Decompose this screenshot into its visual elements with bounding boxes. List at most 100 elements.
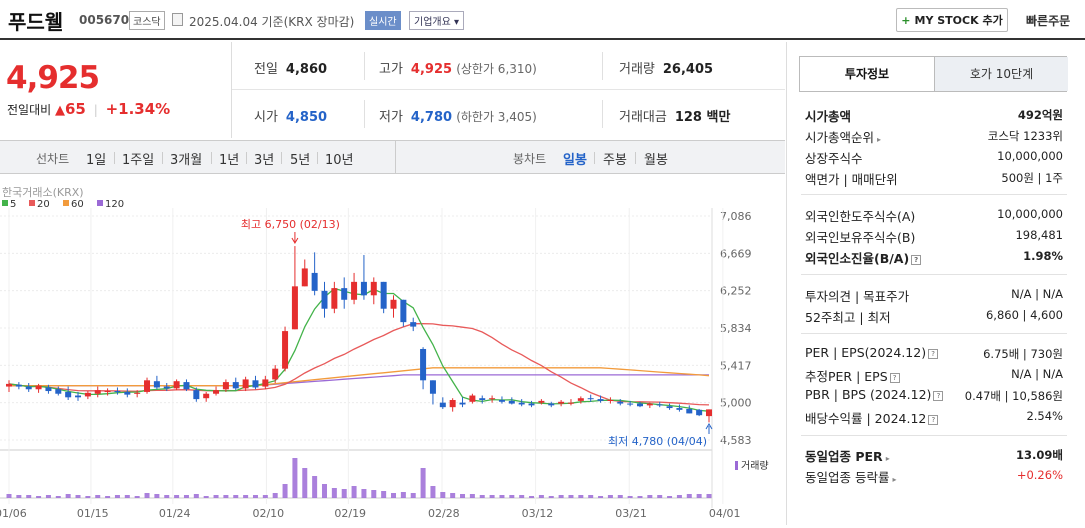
opinion-value: N/A | N/A <box>1011 287 1063 301</box>
add-mystock-button[interactable]: + MY STOCK 추가 <box>896 8 1008 32</box>
corp-overview-button[interactable]: 기업개요 ▾ <box>409 11 464 30</box>
period-1y[interactable]: 1년 <box>219 153 240 168</box>
industry-change-row: 동일업종 등락률 ▸ +0.26% <box>805 465 1063 485</box>
volume-bar <box>578 495 584 498</box>
volume-bar <box>430 486 436 498</box>
caret-right-icon[interactable]: ▸ <box>892 475 897 484</box>
candle-body <box>351 281 358 300</box>
foreign-hold-label: 외국인보유주식수(B) <box>805 230 916 245</box>
candle-body <box>686 408 693 414</box>
plus-icon: + <box>901 13 911 27</box>
document-icon[interactable] <box>172 13 183 26</box>
candle-body <box>528 403 535 406</box>
volume-bar <box>538 495 544 498</box>
candle-body <box>558 401 565 404</box>
prev-close-value: 4,860 <box>285 62 328 77</box>
divider <box>801 435 1067 436</box>
current-price-box: 4,925 전일대비 ▲65 | +1.34% <box>0 42 232 138</box>
industry-per-text: 동일업종 PER <box>805 449 883 464</box>
dividend-label: 배당수익률 | 2024.12? <box>805 408 939 427</box>
volume-bar <box>588 495 594 498</box>
est-per-row: 추정PER | EPS? N/A | N/A <box>805 364 1063 384</box>
chart-svg[interactable]: 한국거래소(KRX) 5 20 60 120 7,086 6,669 6,252 5,834… <box>0 178 785 525</box>
divider <box>364 100 365 128</box>
help-icon[interactable]: ? <box>911 254 922 265</box>
candle-body <box>400 299 407 323</box>
par-value-label: 액면가 | 매매단위 <box>805 172 898 187</box>
candle-daily[interactable]: 일봉 <box>563 153 587 168</box>
candle-body <box>311 272 318 291</box>
period-3m[interactable]: 3개월 <box>170 153 203 168</box>
listed-shares-row: 상장주식수 10,000,000 <box>805 146 1063 166</box>
lower-limit: (하한가 3,405) <box>456 110 537 124</box>
industry-change-value: +0.26% <box>1016 468 1063 482</box>
high-annotation: 최고 6,750 (02/13) <box>241 218 340 231</box>
foreign-ratio-text: 외국인소진율(B/A) <box>805 251 910 266</box>
candle-body <box>134 392 141 394</box>
quick-order-link[interactable]: 빠른주문 <box>1026 14 1071 28</box>
est-per-label: 추정PER | EPS? <box>805 366 900 385</box>
candle-body <box>282 331 289 369</box>
help-icon[interactable]: ? <box>928 414 939 425</box>
volume-bar <box>183 495 189 498</box>
industry-per-value: 13.09배 <box>1016 448 1063 462</box>
candle-body <box>617 401 624 404</box>
candle-body <box>232 382 239 389</box>
help-icon[interactable]: ? <box>889 372 900 383</box>
candle-weekly[interactable]: 주봉 <box>603 153 627 168</box>
candle-body <box>469 395 476 402</box>
low-label: 저가 <box>379 110 403 125</box>
candle-body <box>696 409 703 416</box>
period-3y[interactable]: 3년 <box>254 153 275 168</box>
volume-bar <box>469 494 475 498</box>
candle-body <box>390 299 397 309</box>
y-tick-label: 7,086 <box>720 210 752 223</box>
divider <box>594 152 595 164</box>
divider <box>635 152 636 164</box>
help-icon[interactable]: ? <box>928 348 939 359</box>
realtime-badge[interactable]: 실시간 <box>365 11 401 30</box>
volume-bar <box>420 468 426 498</box>
period-10y[interactable]: 10년 <box>325 153 354 168</box>
candle-body <box>94 390 101 394</box>
candle-body <box>144 380 151 392</box>
low-arrow-head <box>705 423 713 430</box>
ma-legend: 5 20 60 120 <box>2 199 124 210</box>
pbr-text: PBR | BPS (2024.12) <box>805 387 932 402</box>
caret-right-icon[interactable]: ▸ <box>877 135 882 144</box>
candle-body <box>656 404 663 406</box>
high-arrow-head <box>291 237 299 244</box>
help-icon[interactable]: ? <box>933 390 944 401</box>
foreign-limit-label: 외국인한도주식수(A) <box>805 209 916 224</box>
volume-bar <box>262 495 268 498</box>
volume-bar <box>252 495 258 498</box>
volume-bar <box>519 495 525 498</box>
chart-source-label: 한국거래소(KRX) <box>2 186 84 199</box>
volume-bar <box>302 468 308 498</box>
prev-close-label: 전일 <box>254 62 278 77</box>
period-5y[interactable]: 5년 <box>290 153 311 168</box>
volume-bar <box>381 491 387 498</box>
price-chart[interactable]: 한국거래소(KRX) 5 20 60 120 7,086 6,669 6,252 5,834… <box>0 178 785 525</box>
foreign-hold-row: 외국인보유주식수(B) 198,481 <box>805 225 1063 245</box>
volume-bar <box>124 495 130 498</box>
volume-bar <box>272 493 278 498</box>
candle-body <box>479 398 486 400</box>
candle-monthly[interactable]: 월봉 <box>644 153 668 168</box>
candle-body <box>213 390 220 394</box>
period-1d[interactable]: 1일 <box>86 153 107 168</box>
caret-right-icon[interactable]: ▸ <box>885 454 890 463</box>
period-1w[interactable]: 1주일 <box>122 153 155 168</box>
market-cap-row: 시가총액 492억원 <box>805 104 1063 124</box>
open-label: 시가 <box>254 110 278 125</box>
candle-body <box>252 380 259 388</box>
tab-quote-10[interactable]: 호가 10단계 <box>934 57 1068 91</box>
foreign-ratio-label: 외국인소진율(B/A)? <box>805 248 922 267</box>
tab-investment-info[interactable]: 투자정보 <box>800 57 934 91</box>
est-per-value: N/A | N/A <box>1011 367 1063 381</box>
candle-body <box>321 290 328 309</box>
x-tick-label: 01/06 <box>0 507 27 520</box>
divider <box>162 152 163 164</box>
per-text: PER | EPS(2024.12) <box>805 345 927 360</box>
legend-label-5: 5 <box>10 199 16 210</box>
